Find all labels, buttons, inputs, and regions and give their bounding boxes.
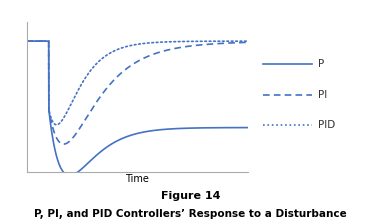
Text: Figure 14: Figure 14 <box>161 191 220 201</box>
Text: PI: PI <box>318 90 327 100</box>
Text: PID: PID <box>318 121 335 130</box>
Text: P, PI, and PID Controllers’ Response to a Disturbance: P, PI, and PID Controllers’ Response to … <box>34 209 347 219</box>
Text: P: P <box>318 59 324 69</box>
X-axis label: Time: Time <box>125 174 149 184</box>
